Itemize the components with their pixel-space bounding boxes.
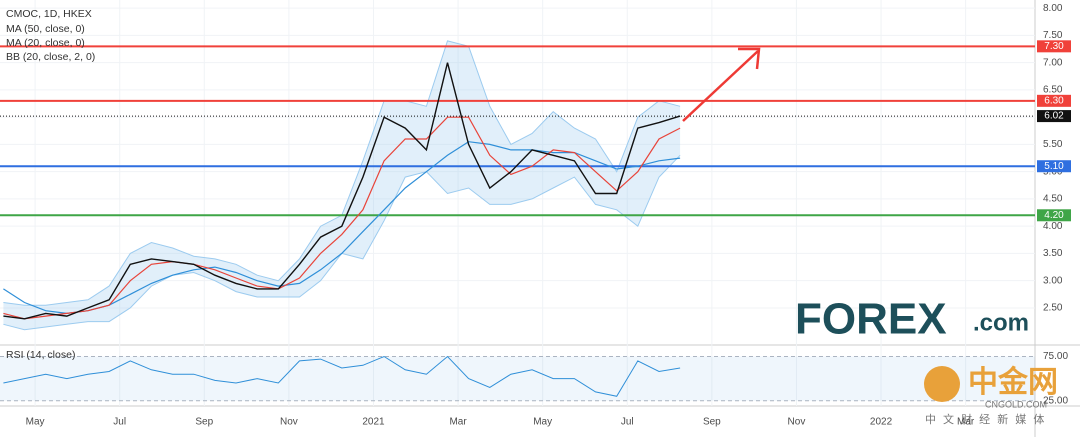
y-tick-label: 7.50 [1043, 30, 1063, 41]
price-pane [0, 0, 1035, 406]
x-tick-label: Mar [449, 417, 467, 428]
cngold-site: CNGOLD.COM [985, 399, 1047, 409]
forex-suffix: .com [973, 309, 1029, 336]
arrow-shaft [682, 50, 759, 122]
last-price-label: 6.02 [1044, 111, 1064, 122]
x-tick-label: Sep [703, 417, 721, 428]
chart-title: CMOC, 1D, HKEX [6, 8, 92, 20]
x-tick-label: Mar [957, 417, 975, 428]
level-label-box [1037, 94, 1071, 107]
level-label: 4.20 [1044, 210, 1064, 221]
cngold-name: 中金网 [968, 365, 1058, 399]
x-tick-label: 2021 [362, 417, 385, 428]
legend-entry: MA (50, close, 0) [6, 23, 85, 35]
y-tick-label: 8.00 [1043, 3, 1063, 14]
x-tick-label: Nov [788, 417, 806, 428]
level-label-box [1037, 209, 1071, 222]
forecast-arrow [682, 47, 761, 122]
y-tick-label: 3.50 [1043, 248, 1063, 259]
legend-entry: MA (20, close, 0) [6, 37, 85, 49]
x-tick-label: Jul [621, 417, 634, 428]
level-label: 7.30 [1044, 41, 1064, 52]
y-tick-label: 5.50 [1043, 139, 1063, 150]
level-label-box [1037, 40, 1071, 53]
rsi-band [0, 356, 1035, 401]
cngold-tagline: 中 文 财 经 新 媒 体 [925, 412, 1046, 426]
x-tick-label: 2022 [870, 417, 893, 428]
rsi-line [3, 355, 681, 397]
x-tick-label: May [533, 417, 552, 428]
price-line [3, 62, 681, 320]
cngold-icon [924, 366, 960, 402]
cngold-logo: 中金网 CNGOLD.COM 中 文 财 经 新 媒 体 [924, 365, 1058, 426]
ma-line [3, 116, 681, 320]
y-tick-label: 4.50 [1043, 194, 1063, 205]
y-tick-label: 7.00 [1043, 57, 1063, 68]
legend-entry: BB (20, close, 2, 0) [6, 51, 95, 63]
x-tick-label: May [26, 417, 45, 428]
bollinger-band-fill [3, 40, 681, 330]
arrow-head [738, 47, 761, 70]
x-tick-label: Sep [195, 417, 213, 428]
y-tick-label: 6.50 [1043, 85, 1063, 96]
y-tick-label: 25.00 [1043, 395, 1068, 406]
rsi-title: RSI (14, close) [6, 349, 75, 361]
level-label: 6.30 [1044, 95, 1064, 106]
forex-brand: FOREX [795, 295, 947, 344]
x-tick-label: Nov [280, 417, 298, 428]
x-tick-label: Jul [113, 417, 126, 428]
level-label: 5.10 [1044, 161, 1064, 172]
level-label-box [1037, 160, 1071, 173]
last-price-box [1037, 110, 1071, 123]
ma-line [3, 141, 681, 315]
y-tick-label: 2.50 [1043, 303, 1063, 314]
rsi-pane [0, 355, 1035, 402]
forex-logo: FOREX .com [795, 295, 1029, 344]
y-tick-label: 3.00 [1043, 275, 1063, 286]
y-tick-label: 75.00 [1043, 351, 1068, 362]
y-tick-label: 4.00 [1043, 221, 1063, 232]
